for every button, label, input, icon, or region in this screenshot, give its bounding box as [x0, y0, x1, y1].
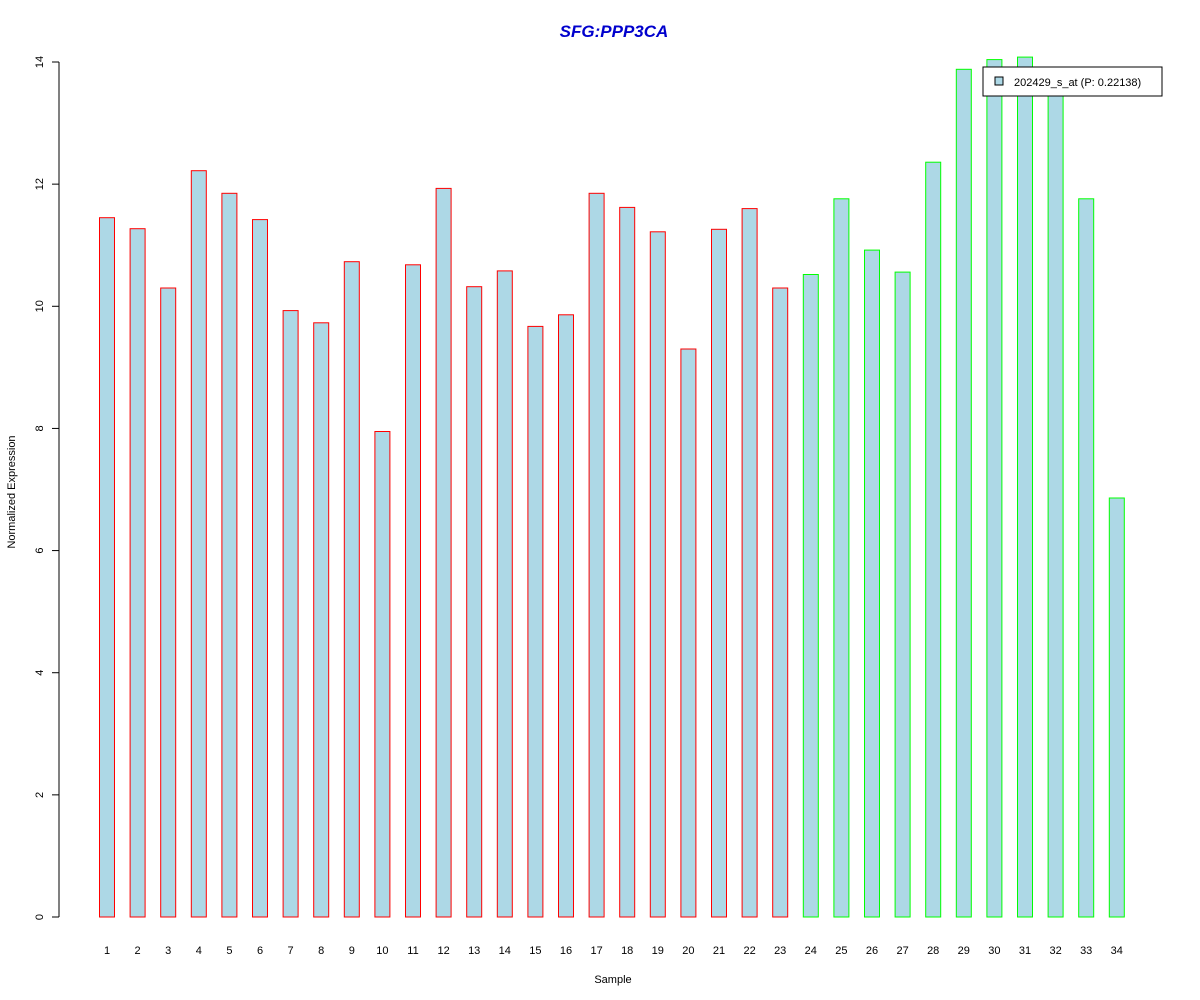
- bar-6: [252, 219, 268, 918]
- x-tick-label: 19: [652, 945, 664, 957]
- x-tick-label: 6: [257, 945, 263, 957]
- legend-box: [982, 66, 1163, 97]
- bar-9: [343, 261, 360, 918]
- x-tick-label: 21: [713, 945, 725, 957]
- x-tick-label: 13: [468, 945, 480, 957]
- legend-swatch: [994, 76, 1004, 86]
- x-tick-label: 23: [774, 945, 786, 957]
- bar-23: [772, 287, 789, 918]
- bar-28: [925, 161, 942, 918]
- bar-16: [558, 314, 574, 918]
- y-axis: 0 2 4 6 8 10 12 14: [34, 56, 60, 920]
- bar-3: [160, 287, 177, 918]
- x-tick-label: 12: [437, 945, 449, 957]
- bar-11: [405, 264, 421, 918]
- y-tick-label: 0: [34, 914, 46, 920]
- y-tick-label: 6: [34, 548, 46, 554]
- bar-32: [1047, 88, 1064, 918]
- bar-30: [986, 59, 1003, 918]
- bar-7: [282, 310, 299, 918]
- legend: 202429_s_at (P: 0.22138): [982, 66, 1163, 97]
- bar-14: [496, 270, 513, 918]
- bar-4: [190, 170, 207, 918]
- bar-33: [1078, 198, 1095, 918]
- bar-10: [374, 431, 391, 918]
- bar-5: [221, 192, 238, 918]
- x-tick-label: 2: [135, 945, 141, 957]
- y-axis-label: Normalized Expression: [6, 435, 18, 548]
- bar-15: [527, 325, 544, 918]
- x-tick-labels: 1 2 3 4 5 6 7 8 9 10 11 12 13 14 15 16 17 18 19 20 21 22 23 24 2…: [104, 945, 1123, 957]
- x-tick-label: 22: [743, 945, 755, 957]
- bar-17: [588, 192, 605, 918]
- y-tick-label: 14: [34, 56, 46, 68]
- bar-25: [833, 198, 850, 918]
- bar-24: [802, 274, 819, 918]
- bars: [99, 56, 1125, 918]
- y-tick-label: 12: [34, 178, 46, 190]
- bar-31: [1017, 56, 1033, 918]
- x-tick-label: 1: [104, 945, 110, 957]
- x-tick-label: 31: [1019, 945, 1031, 957]
- x-tick-label: 17: [590, 945, 602, 957]
- y-tick-label: 2: [34, 792, 46, 798]
- x-tick-label: 7: [288, 945, 294, 957]
- x-tick-label: 20: [682, 945, 694, 957]
- y-tick-label: 10: [34, 300, 46, 312]
- x-tick-label: 5: [226, 945, 232, 957]
- x-tick-label: 9: [349, 945, 355, 957]
- bar-29: [955, 68, 972, 918]
- x-tick-label: 29: [958, 945, 970, 957]
- bar-22: [741, 208, 758, 918]
- x-tick-label: 4: [196, 945, 202, 957]
- x-tick-label: 30: [988, 945, 1000, 957]
- bar-27: [894, 271, 911, 918]
- x-tick-label: 24: [805, 945, 817, 957]
- bar-19: [649, 231, 666, 918]
- x-tick-label: 15: [529, 945, 541, 957]
- bar-34: [1108, 497, 1125, 918]
- x-tick-label: 34: [1111, 945, 1123, 957]
- x-tick-label: 11: [407, 945, 418, 957]
- x-tick-label: 28: [927, 945, 939, 957]
- x-axis-label: Sample: [594, 974, 631, 986]
- x-tick-label: 10: [376, 945, 388, 957]
- x-tick-label: 8: [318, 945, 324, 957]
- bar-20: [680, 348, 697, 918]
- x-tick-label: 25: [835, 945, 847, 957]
- x-tick-label: 14: [499, 945, 511, 957]
- bar-2: [129, 228, 146, 918]
- bar-26: [864, 249, 880, 918]
- y-tick-label: 4: [34, 670, 46, 676]
- bar-13: [466, 286, 483, 918]
- y-tick-label: 8: [34, 425, 46, 431]
- x-tick-label: 16: [560, 945, 572, 957]
- bar-1: [99, 217, 115, 918]
- x-tick-label: 33: [1080, 945, 1092, 957]
- bar-18: [619, 206, 636, 918]
- bar-8: [313, 322, 330, 918]
- x-tick-label: 18: [621, 945, 633, 957]
- x-tick-label: 3: [165, 945, 171, 957]
- bar-21: [711, 228, 727, 918]
- chart-title: SFG:PPP3CA: [560, 22, 669, 41]
- bar-12: [435, 187, 452, 918]
- legend-label: 202429_s_at (P: 0.22138): [1014, 77, 1141, 89]
- x-tick-label: 26: [866, 945, 878, 957]
- x-tick-label: 32: [1049, 945, 1061, 957]
- x-tick-label: 27: [896, 945, 908, 957]
